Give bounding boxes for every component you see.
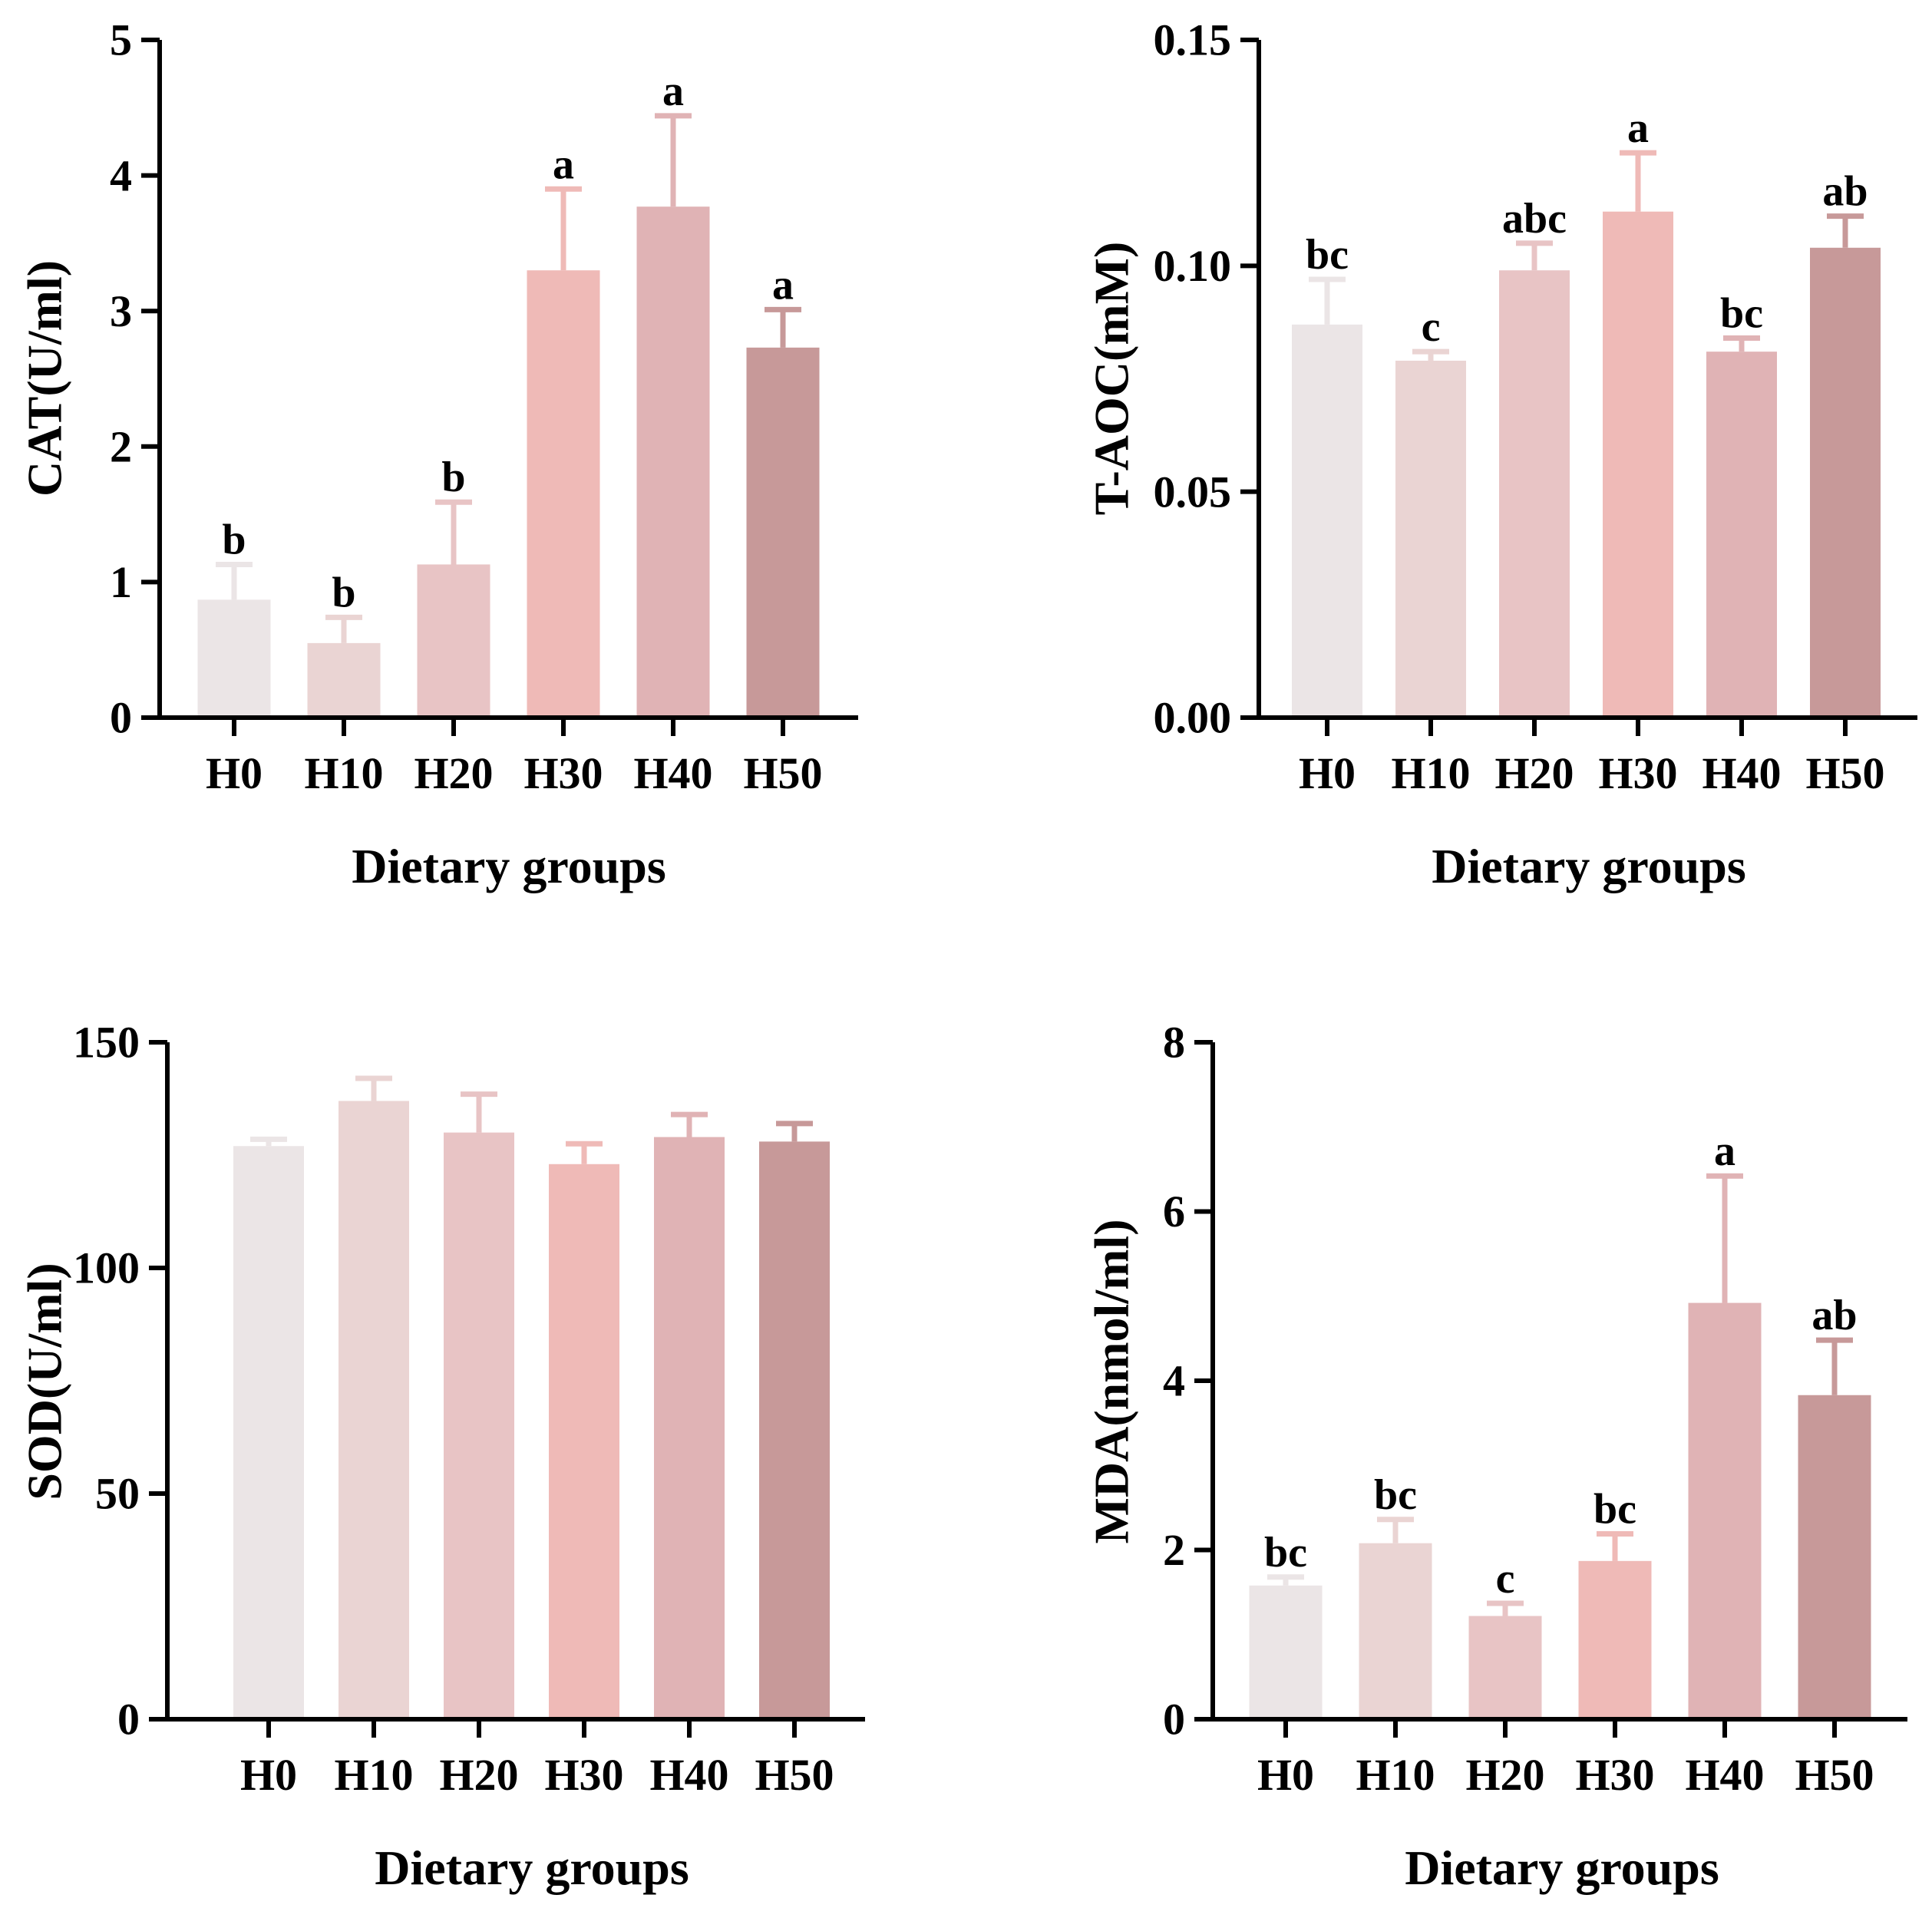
- y-axis-title: MDA(nmol/ml): [1085, 1219, 1139, 1543]
- x-axis-title: Dietary groups: [352, 839, 665, 893]
- bar-h30: [1578, 1560, 1652, 1719]
- bar-h30: [549, 1164, 619, 1719]
- significance-letter: a: [662, 68, 684, 115]
- y-axis-title: CAT(U/ml): [18, 260, 72, 497]
- x-tick-label: H0: [206, 748, 263, 798]
- y-tick-label: 2: [1163, 1525, 1185, 1575]
- significance-letter: bc: [1593, 1486, 1636, 1533]
- x-tick-label: H30: [523, 748, 603, 798]
- x-tick-label: H50: [755, 1750, 834, 1800]
- y-tick-label: 2: [110, 422, 132, 472]
- bar-h50: [759, 1141, 830, 1719]
- bar-h30: [1603, 211, 1673, 718]
- x-tick-label: H10: [334, 1750, 413, 1800]
- x-tick-label: H30: [544, 1750, 623, 1800]
- significance-letter: bc: [1306, 231, 1349, 279]
- x-tick-label: H0: [1257, 1750, 1314, 1800]
- x-tick-label: H50: [1795, 1750, 1874, 1800]
- x-axis-title: Dietary groups: [1432, 839, 1745, 893]
- y-tick-label: 4: [110, 150, 132, 200]
- y-tick-label: 0.10: [1154, 241, 1232, 291]
- y-axis-title: SOD(U/ml): [18, 1263, 72, 1500]
- significance-letter: ab: [1822, 168, 1868, 216]
- significance-letter: c: [1496, 1555, 1515, 1603]
- bar-h0: [197, 599, 271, 718]
- x-tick-label: H10: [304, 748, 383, 798]
- bar-h40: [1688, 1302, 1762, 1719]
- bar-h40: [1706, 352, 1777, 718]
- x-tick-label: H40: [649, 1750, 728, 1800]
- significance-letter: abc: [1502, 195, 1567, 243]
- y-tick-label: 0.05: [1154, 467, 1232, 517]
- bar-h40: [654, 1137, 725, 1719]
- y-tick-label: 4: [1163, 1356, 1185, 1406]
- chart-panel-3: 0 50 100 150 H0 H10 H20 H30 H40 H50 Dietary groups…: [18, 1018, 865, 1895]
- bar-h10: [307, 642, 381, 718]
- x-tick-label: H50: [1805, 748, 1884, 798]
- significance-letter: a: [1714, 1127, 1735, 1175]
- bar-h50: [1810, 247, 1881, 718]
- significance-letter: b: [332, 569, 355, 616]
- chart-panel-1: b b b a a a 0 1 2 3 4 5 H0 H10 H20 H30 H40 H50 Dietary gro…: [18, 15, 858, 893]
- significance-letter: bc: [1374, 1471, 1417, 1519]
- x-axis-title: Dietary groups: [1405, 1840, 1719, 1895]
- bar-h20: [417, 564, 490, 718]
- x-tick-label: H10: [1356, 1750, 1435, 1800]
- x-tick-label: H20: [439, 1750, 518, 1800]
- x-tick-label: H20: [1465, 1750, 1544, 1800]
- bar-h10: [1395, 360, 1466, 718]
- y-tick-label: 0: [117, 1695, 140, 1745]
- y-tick-label: 0.00: [1154, 693, 1232, 743]
- significance-letter: a: [1627, 104, 1649, 152]
- y-tick-label: 100: [73, 1243, 140, 1293]
- bar-h10: [1359, 1543, 1432, 1719]
- x-tick-label: H30: [1575, 1750, 1654, 1800]
- y-tick-label: 8: [1163, 1018, 1185, 1068]
- significance-letter: b: [441, 454, 465, 501]
- x-tick-label: H50: [743, 748, 822, 798]
- x-tick-label: H30: [1598, 748, 1677, 798]
- bar-h20: [1468, 1616, 1542, 1719]
- bar-h50: [746, 347, 820, 718]
- y-tick-label: 0: [110, 693, 132, 743]
- bar-h0: [233, 1146, 304, 1719]
- y-axis-title: T-AOC(mM): [1085, 242, 1139, 516]
- significance-letter: ab: [1811, 1292, 1857, 1339]
- chart-panel-4: bc bc c bc a ab 0 2 4 6 8 H0 H10 H20 H30 H40 H50 Dietary …: [1085, 1018, 1907, 1895]
- x-axis-title: Dietary groups: [375, 1840, 689, 1895]
- bar-h30: [527, 270, 600, 718]
- y-tick-label: 3: [110, 286, 132, 336]
- bar-h10: [339, 1101, 409, 1719]
- y-tick-label: 0.15: [1154, 15, 1232, 65]
- significance-letter: bc: [1264, 1529, 1307, 1576]
- significance-letter: b: [222, 516, 246, 563]
- y-tick-label: 50: [95, 1469, 140, 1519]
- x-tick-label: H40: [1702, 748, 1781, 798]
- y-tick-label: 150: [73, 1018, 140, 1068]
- y-tick-label: 0: [1163, 1695, 1185, 1745]
- significance-letter: c: [1422, 303, 1441, 351]
- x-tick-label: H20: [1494, 748, 1574, 798]
- x-tick-label: H0: [1299, 748, 1356, 798]
- significance-letter: a: [772, 261, 794, 309]
- x-tick-label: H40: [1685, 1750, 1764, 1800]
- y-tick-label: 5: [110, 15, 132, 65]
- bar-h50: [1798, 1395, 1871, 1719]
- bar-h0: [1292, 324, 1362, 718]
- bar-h40: [636, 206, 710, 718]
- x-tick-label: H0: [240, 1750, 297, 1800]
- x-tick-label: H40: [633, 748, 712, 798]
- significance-letter: bc: [1720, 290, 1763, 338]
- bar-h20: [444, 1132, 514, 1719]
- x-tick-label: H10: [1391, 748, 1470, 798]
- x-tick-label: H20: [414, 748, 493, 798]
- bar-h20: [1499, 270, 1570, 718]
- y-tick-label: 1: [110, 557, 132, 607]
- bar-h0: [1249, 1585, 1323, 1719]
- y-tick-label: 6: [1163, 1187, 1185, 1236]
- significance-letter: a: [553, 140, 574, 188]
